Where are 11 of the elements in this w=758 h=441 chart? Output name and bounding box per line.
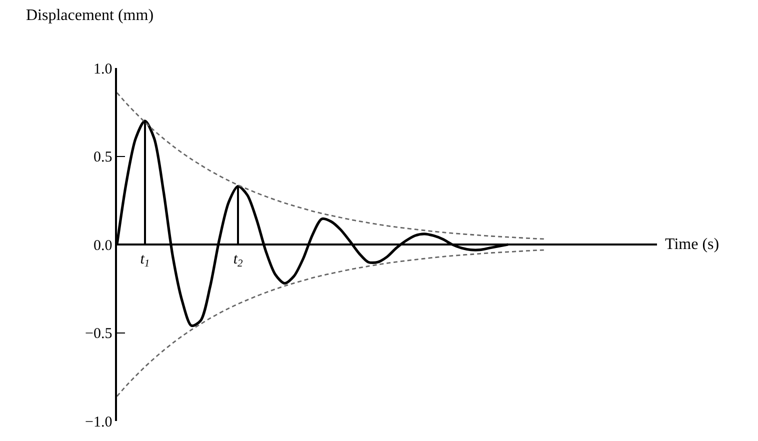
y-tick-label: −1.0 — [85, 414, 112, 430]
y-tick-label: 0.5 — [94, 150, 112, 166]
y-tick-label: 1.0 — [94, 61, 112, 78]
y-tick-label: −0.5 — [85, 326, 112, 342]
y-axis-title: Displacement (mm) — [26, 7, 154, 24]
line-series — [117, 92, 546, 240]
line-series — [117, 249, 546, 397]
x-tick-label: t$_{1}$ — [140, 251, 150, 270]
y-tick-label: 0.0 — [94, 238, 112, 254]
x-tick-label: t$_{2}$ — [233, 251, 244, 270]
x-axis-title: Time (s) — [665, 236, 720, 253]
